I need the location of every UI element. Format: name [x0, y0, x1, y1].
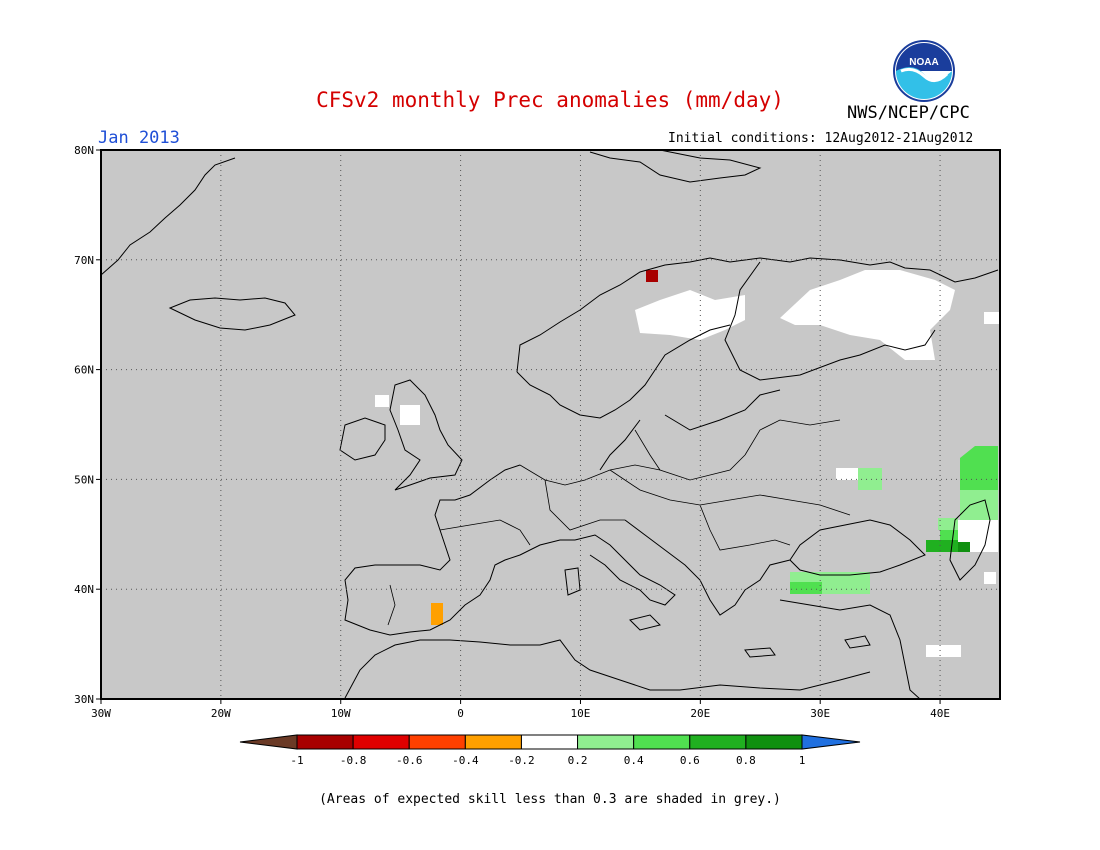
- colorbar-box: [689, 734, 747, 750]
- coastlines: [100, 149, 999, 700]
- colorbar-label: -1: [290, 754, 303, 767]
- agency-label: NWS/NCEP/CPC: [847, 103, 970, 123]
- lat-tick-label: 60N: [74, 364, 94, 377]
- anomaly-patches: [375, 270, 999, 657]
- colorbar-label: -0.8: [340, 754, 367, 767]
- map-frame: [100, 149, 1001, 700]
- colorbar-label: -0.4: [452, 754, 479, 767]
- noaa-logo-icon: NOAA: [893, 40, 955, 102]
- colorbar-high-extension: [801, 734, 861, 750]
- colorbar-low-extension: [239, 734, 298, 750]
- map-title: CFSv2 monthly Prec anomalies (mm/day): [316, 88, 784, 112]
- colorbar-box: [633, 734, 691, 750]
- country-borders: [387, 419, 851, 626]
- colorbar-label: 0.8: [736, 754, 756, 767]
- lon-tick-label: 10E: [571, 707, 591, 720]
- colorbar-box: [577, 734, 635, 750]
- lon-tick-label: 0: [457, 707, 464, 720]
- skill-footnote: (Areas of expected skill less than 0.3 a…: [319, 792, 781, 807]
- map-background: [101, 150, 1000, 699]
- lat-tick-label: 50N: [74, 473, 94, 486]
- lon-tick-label: 30E: [810, 707, 830, 720]
- colorbar-label: 1: [799, 754, 806, 767]
- colorbar-label: 0.4: [624, 754, 644, 767]
- colorbar-box: [745, 734, 803, 750]
- forecast-period: Jan 2013: [98, 128, 180, 148]
- lon-tick-label: 40E: [930, 707, 950, 720]
- colorbar-label: -0.6: [396, 754, 423, 767]
- lon-tick-label: 30W: [91, 707, 111, 720]
- lat-tick-label: 30N: [74, 693, 94, 706]
- lat-tick-label: 40N: [74, 583, 94, 596]
- svg-text:NOAA: NOAA: [909, 57, 938, 68]
- colorbar-box: [408, 734, 466, 750]
- colorbar: -1 -0.8 -0.6 -0.4 -0.2 0.2 0.4 0.6 0.8 1: [239, 734, 861, 767]
- colorbar-label: -0.2: [508, 754, 535, 767]
- colorbar-box: [352, 734, 410, 750]
- colorbar-box: [296, 734, 354, 750]
- latitude-ticks: 80N 70N 60N 50N 40N 30N: [74, 144, 101, 706]
- initial-conditions: Initial conditions: 12Aug2012-21Aug2012: [668, 131, 974, 146]
- lon-tick-label: 20W: [211, 707, 231, 720]
- colorbar-label: 0.6: [680, 754, 700, 767]
- longitude-ticks: 30W 20W 10W 0 10E 20E 30E 40E: [91, 699, 950, 720]
- lon-tick-label: 20E: [690, 707, 710, 720]
- colorbar-box: [520, 734, 579, 750]
- colorbar-box: [464, 734, 522, 750]
- lat-tick-label: 80N: [74, 144, 94, 157]
- colorbar-label: 0.2: [568, 754, 588, 767]
- lon-tick-label: 10W: [331, 707, 351, 720]
- lat-tick-label: 70N: [74, 254, 94, 267]
